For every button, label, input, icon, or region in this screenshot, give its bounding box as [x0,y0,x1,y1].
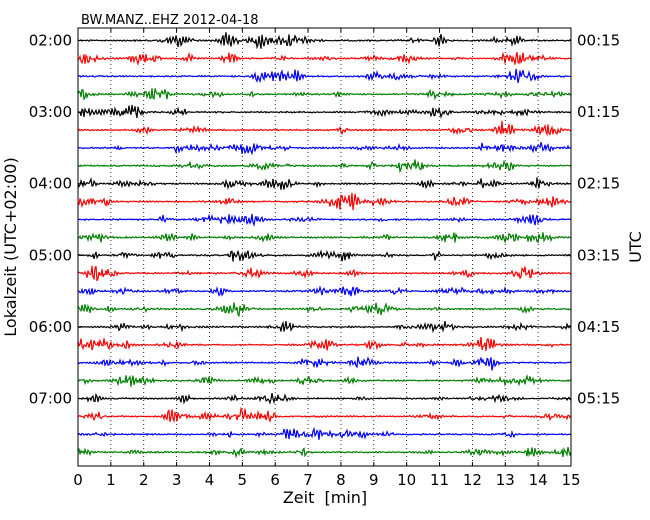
left-tick-label: 04:00 [29,175,72,193]
trace-11 [77,232,572,244]
right-y-axis-ticks: 00:15 01:15 02:15 03:15 04:15 05:15 [566,32,620,408]
left-tick-label: 03:00 [29,103,72,121]
trace-21 [77,406,572,424]
trace-0 [77,32,572,50]
right-y-axis-label: UTC [626,231,645,263]
trace-23 [77,446,572,459]
trace-13 [77,265,572,282]
right-tick-label: 00:15 [577,32,620,50]
right-tick-label: 01:15 [577,103,620,121]
trace-18 [77,356,572,371]
trace-1 [77,51,572,66]
x-tick-label: 9 [369,471,379,489]
left-y-axis-ticks: 02:00 03:00 04:00 05:00 06:00 07:00 [29,32,83,408]
trace-2 [77,68,572,84]
x-tick-label: 10 [397,471,416,489]
x-tick-label: 5 [238,471,248,489]
trace-15 [77,302,572,318]
trace-5 [77,120,572,137]
trace-10 [77,213,572,228]
left-tick-label: 07:00 [29,390,72,408]
trace-12 [77,249,572,262]
trace-14 [77,285,572,297]
trace-16 [77,320,572,334]
right-tick-label: 05:15 [577,390,620,408]
left-tick-label: 05:00 [29,246,72,264]
trace-20 [77,392,572,405]
x-tick-label: 12 [463,471,482,489]
trace-9 [77,192,572,211]
x-axis-ticks: 0 1 2 3 4 5 6 7 8 9 10 11 12 13 14 15 [73,28,581,489]
x-axis-label: Zeit [min] [283,488,367,507]
x-tick-label: 11 [430,471,449,489]
x-tick-label: 13 [496,471,515,489]
trace-22 [77,426,572,440]
seismogram-traces [77,32,572,459]
x-tick-label: 2 [139,471,149,489]
x-tick-label: 1 [106,471,116,489]
trace-3 [77,88,572,101]
trace-19 [77,374,572,387]
trace-6 [77,141,572,156]
plot-frame [77,27,572,467]
chart-title: BW.MANZ..EHZ 2012-04-18 [81,13,259,28]
left-tick-label: 06:00 [29,318,72,336]
left-y-axis-label: Lokalzeit (UTC+02:00) [1,157,20,336]
x-tick-label: 15 [561,471,580,489]
trace-4 [77,104,572,119]
x-tick-label: 8 [336,471,346,489]
x-tick-label: 0 [73,471,83,489]
trace-8 [77,176,572,191]
x-tick-label: 7 [303,471,313,489]
x-tick-label: 6 [270,471,280,489]
trace-17 [77,336,572,352]
right-tick-label: 03:15 [577,246,620,264]
trace-7 [77,159,572,174]
right-tick-label: 02:15 [577,175,620,193]
right-tick-label: 04:15 [577,318,620,336]
x-tick-label: 4 [205,471,215,489]
x-tick-label: 3 [172,471,182,489]
left-tick-label: 02:00 [29,32,72,50]
x-tick-label: 14 [529,471,548,489]
